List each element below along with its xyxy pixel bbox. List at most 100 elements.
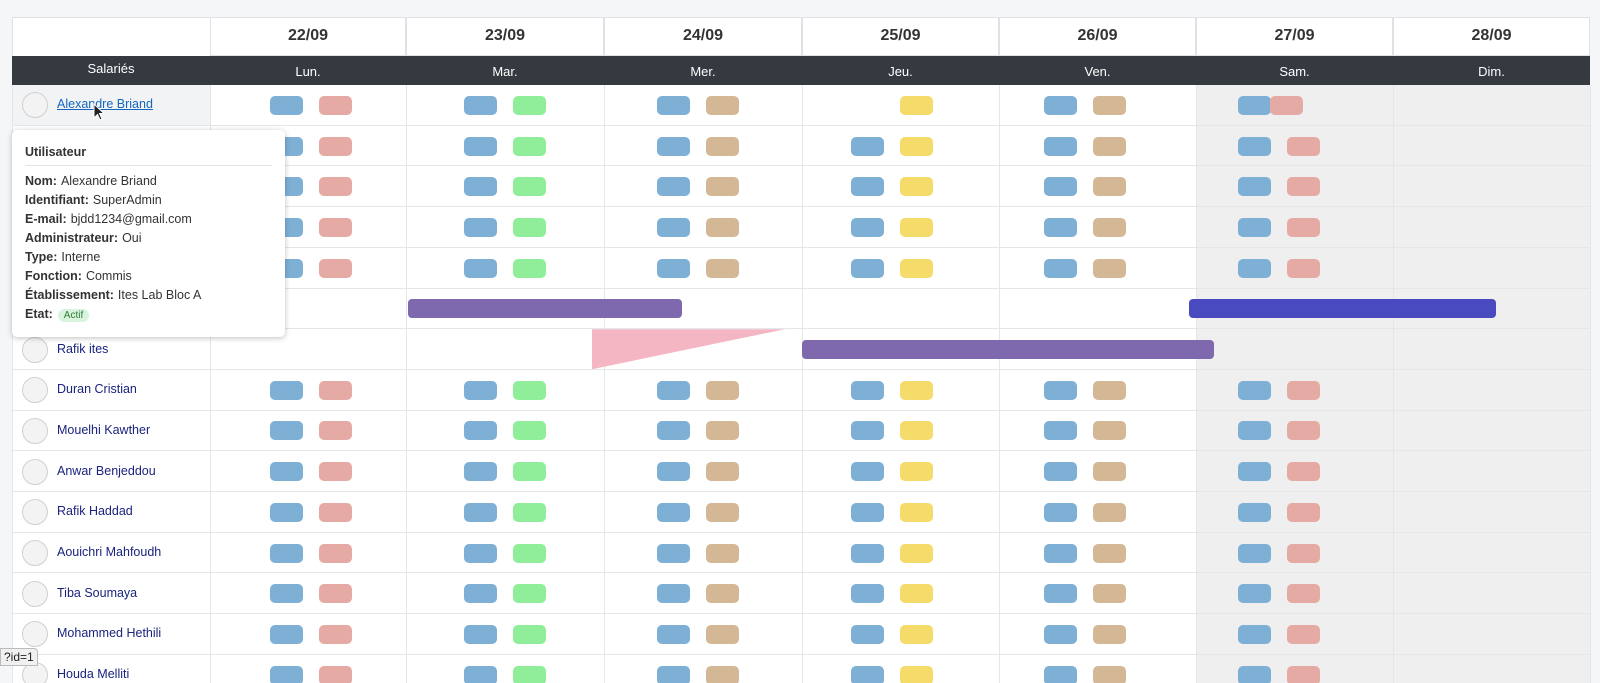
shift [851, 258, 884, 278]
shift [319, 624, 352, 644]
weekday-header: Lun. [295, 64, 321, 79]
avatar [22, 377, 48, 404]
shift [851, 421, 884, 441]
shift [900, 95, 933, 115]
shift [1238, 584, 1271, 604]
shift [270, 584, 303, 604]
employee-name: Tiba Soumaya [57, 585, 138, 600]
shift [1044, 502, 1077, 522]
shift [900, 624, 933, 644]
col-line [604, 85, 605, 683]
weekday-header: Dim. [1478, 64, 1505, 79]
shift [657, 177, 690, 197]
shift [1238, 136, 1271, 156]
col-line [999, 85, 1000, 683]
row-line [12, 572, 1590, 574]
shift [706, 217, 739, 237]
shift [1093, 136, 1126, 156]
shift [851, 502, 884, 522]
row-line [12, 491, 1590, 492]
shift [513, 624, 546, 644]
employee-name[interactable]: Alexandre Briand [57, 97, 153, 112]
employee-name: Rafik Haddad [57, 504, 133, 519]
shift [706, 543, 739, 563]
shift [1270, 95, 1303, 115]
shift [1093, 177, 1126, 197]
row-line [12, 450, 1590, 452]
weekday-header: Ven. [1084, 64, 1111, 79]
shift [1044, 421, 1077, 441]
avatar [22, 336, 48, 363]
shift [657, 258, 690, 278]
shift [706, 421, 739, 441]
shift [513, 462, 546, 482]
field-value: Alexandre Briand [60, 174, 157, 188]
shift [1287, 258, 1320, 278]
shift [1238, 421, 1271, 441]
shift [270, 624, 303, 644]
shift [319, 543, 352, 563]
shift [900, 462, 933, 482]
tooltip-field: Etat: Actif [25, 307, 90, 322]
avatar [22, 580, 48, 607]
tooltip-title: Utilisateur [25, 145, 87, 159]
shift [657, 136, 690, 156]
shift [1093, 665, 1126, 683]
col-line [12, 85, 13, 683]
shift [1044, 136, 1077, 156]
shift [319, 462, 352, 482]
shift [1287, 136, 1320, 156]
date-header: 24/09 [604, 17, 802, 56]
avatar [22, 458, 48, 485]
shift [464, 502, 497, 522]
shift [513, 380, 546, 400]
shift [513, 502, 546, 522]
shift [657, 462, 690, 482]
shift [851, 584, 884, 604]
shift [1044, 543, 1077, 563]
shift [1287, 421, 1320, 441]
col-line [210, 85, 211, 683]
weekday-header: Mar. [492, 64, 518, 79]
employee-name: Mohammed Hethili [57, 626, 162, 641]
date-header: 25/09 [802, 17, 999, 56]
field-label: Administrateur: [25, 231, 119, 245]
shift [900, 502, 933, 522]
col-line [802, 85, 803, 683]
shift [464, 258, 497, 278]
shift [1238, 177, 1271, 197]
shift [1287, 502, 1320, 522]
shift [464, 95, 497, 115]
shift [464, 421, 497, 441]
date-header: 23/09 [406, 17, 604, 56]
shift [657, 95, 690, 115]
row-line [12, 124, 1590, 126]
shift [1093, 502, 1126, 522]
shift [657, 543, 690, 563]
status-bar: ?id=1 [0, 648, 38, 666]
shift [1093, 462, 1126, 482]
field-value: SuperAdmin [92, 193, 162, 207]
shift [706, 624, 739, 644]
shift [900, 421, 933, 441]
absence-bar [408, 299, 682, 319]
shift [1044, 177, 1077, 197]
shift [270, 421, 303, 441]
row-line [12, 409, 1590, 411]
shift [1238, 543, 1271, 563]
shift [1287, 177, 1320, 197]
shift [1238, 665, 1271, 683]
date-header: 22/09 [210, 17, 406, 56]
shift [513, 543, 546, 563]
shift [270, 462, 303, 482]
shift [1093, 217, 1126, 237]
tooltip-field: E-mail: bjdd1234@gmail.com [25, 212, 192, 226]
shift [1238, 462, 1271, 482]
shift [1093, 258, 1126, 278]
shift [1287, 462, 1320, 482]
shift [900, 258, 933, 278]
shift [900, 543, 933, 563]
shift [270, 543, 303, 563]
shift [900, 380, 933, 400]
